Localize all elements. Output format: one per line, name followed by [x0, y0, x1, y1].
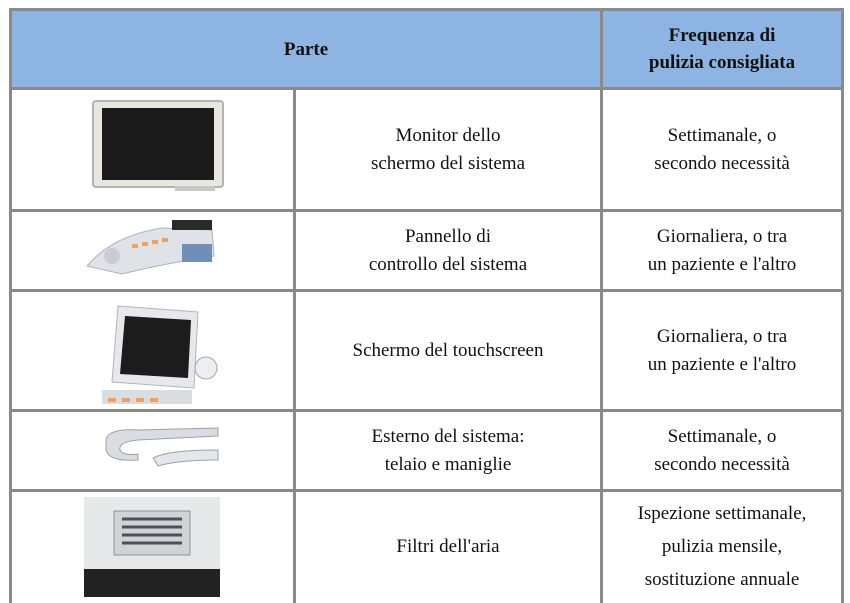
frequency-cell: Ispezione settimanale, pulizia mensile, …	[600, 489, 844, 603]
header-text: Parte	[283, 38, 329, 60]
handle-image	[105, 427, 219, 467]
monitor-image	[92, 100, 224, 191]
header-text: pulizia consigliata	[648, 52, 796, 73]
frequency-cell: Settimanale, o secondo necessità	[600, 87, 844, 212]
frequency-cell: Giornaliera, o tra un paziente e l'altro	[600, 289, 844, 412]
frequency-text: pulizia mensile,	[661, 536, 783, 557]
header-cell: Frequenza di pulizia consigliata	[600, 8, 844, 90]
part-text: Schermo del touchscreen	[352, 339, 544, 361]
frequency-text: secondo necessità	[654, 152, 790, 174]
frequency-cell: Settimanale, o secondo necessità	[600, 409, 844, 492]
header-cell: Parte	[9, 8, 603, 90]
part-cell: Monitor dello schermo del sistema	[293, 87, 603, 212]
part-cell: Schermo del touchscreen	[293, 289, 603, 412]
part-text: Pannello di	[404, 225, 492, 247]
frequency-text: Giornaliera, o tra	[656, 225, 788, 247]
air-filter-image	[84, 497, 220, 597]
frequency-cell: Giornaliera, o tra un paziente e l'altro	[600, 209, 844, 292]
frequency-text: un paziente e l'altro	[647, 253, 797, 275]
frequency-text: Giornaliera, o tra	[656, 325, 788, 347]
part-text: schermo del sistema	[370, 152, 526, 174]
part-text: Monitor dello	[395, 124, 501, 146]
header-text: Frequenza di	[668, 25, 776, 46]
frequency-text: Ispezione settimanale,	[637, 503, 807, 524]
frequency-text: Settimanale, o	[667, 124, 777, 146]
control-panel-image	[86, 220, 215, 275]
frequency-text: sostituzione annuale	[644, 569, 800, 590]
part-text: Esterno del sistema:	[371, 425, 525, 447]
part-text: controllo del sistema	[368, 253, 528, 275]
part-text: Filtri dell'aria	[396, 535, 500, 557]
touchscreen-image	[102, 305, 218, 404]
frequency-text: Settimanale, o	[667, 425, 777, 447]
part-cell: Pannello di controllo del sistema	[293, 209, 603, 292]
part-cell: Filtri dell'aria	[293, 489, 603, 603]
part-cell: Esterno del sistema: telaio e maniglie	[293, 409, 603, 492]
part-text: telaio e maniglie	[384, 453, 512, 475]
frequency-text: un paziente e l'altro	[647, 353, 797, 375]
frequency-text: secondo necessità	[654, 453, 790, 475]
